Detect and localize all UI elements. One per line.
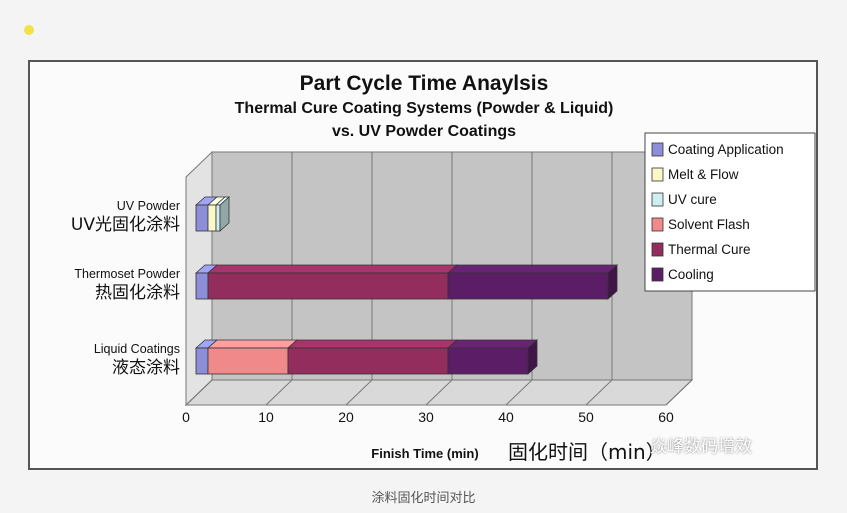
category-label-cn: 热固化涂料 bbox=[95, 283, 180, 303]
gridline-floor bbox=[665, 379, 693, 406]
legend-label: Solvent Flash bbox=[668, 217, 750, 232]
x-tick-label: 50 bbox=[578, 409, 594, 425]
bar-side bbox=[607, 264, 618, 300]
legend-label: UV cure bbox=[668, 192, 717, 207]
legend-label: Thermal Cure bbox=[668, 242, 751, 257]
gridline-floor bbox=[345, 379, 373, 406]
bar-side bbox=[219, 196, 230, 232]
bar-side bbox=[527, 339, 538, 375]
legend-swatch bbox=[651, 242, 664, 257]
bar-segment bbox=[215, 204, 221, 232]
watermark: 焱峰数码增效 bbox=[650, 437, 752, 456]
bar-segment bbox=[195, 204, 209, 232]
bar-top bbox=[446, 339, 539, 349]
bar-segment bbox=[207, 272, 449, 300]
legend-swatch bbox=[651, 217, 664, 232]
legend-swatch bbox=[651, 167, 664, 182]
bar-segment bbox=[447, 272, 609, 300]
bar-segment bbox=[447, 347, 529, 375]
legend-swatch bbox=[651, 267, 664, 282]
image-caption: 涂料固化时间对比 bbox=[371, 490, 476, 505]
x-tick-label: 20 bbox=[338, 409, 354, 425]
chart-subtitle-2: vs. UV Powder Coatings bbox=[332, 123, 516, 140]
bar-segment bbox=[195, 347, 209, 375]
legend: Coating Application Melt & Flow UV cure Sol… bbox=[644, 132, 816, 292]
chart-title: Part Cycle Time Anaylsis bbox=[300, 72, 549, 95]
category-label: Thermoset Powder bbox=[74, 267, 180, 281]
legend-swatch bbox=[651, 142, 664, 157]
category-label-cn: 液态涂料 bbox=[112, 358, 180, 378]
gridline-floor bbox=[585, 379, 613, 406]
bar-segment bbox=[207, 347, 289, 375]
x-axis-label: Finish Time (min) bbox=[371, 446, 478, 461]
legend-label: Coating Application bbox=[668, 142, 784, 157]
bar-top bbox=[286, 339, 459, 349]
x-tick-label: 60 bbox=[658, 409, 674, 425]
legend-label: Melt & Flow bbox=[668, 167, 739, 182]
category-label: Liquid Coatings bbox=[94, 342, 180, 356]
bar-top bbox=[446, 264, 619, 274]
chart-subtitle-1: Thermal Cure Coating Systems (Powder & L… bbox=[235, 100, 614, 117]
bar-top bbox=[206, 339, 299, 349]
gridline-floor bbox=[505, 379, 533, 406]
x-tick-label: 0 bbox=[182, 409, 190, 425]
x-tick-label: 30 bbox=[418, 409, 434, 425]
gridline-floor bbox=[265, 379, 293, 406]
gridline-floor bbox=[425, 379, 453, 406]
bar-segment bbox=[195, 272, 209, 300]
legend-label: Cooling bbox=[668, 267, 714, 282]
bar-segment bbox=[207, 204, 217, 232]
plot-area: 0 10 20 30 40 50 60 UV Powder UV光固化涂料 Thermoset P… bbox=[71, 150, 694, 425]
gridline-floor bbox=[185, 379, 213, 406]
category-label-cn: UV光固化涂料 bbox=[71, 215, 180, 235]
legend-swatch bbox=[651, 192, 664, 207]
x-tick-label: 40 bbox=[498, 409, 514, 425]
indicator-dot bbox=[24, 25, 34, 35]
bar-top bbox=[206, 264, 459, 274]
category-label: UV Powder bbox=[117, 199, 180, 213]
legend-box bbox=[644, 132, 816, 292]
x-axis-label-cn: 固化时间（min） bbox=[508, 440, 666, 464]
bar-segment bbox=[287, 347, 449, 375]
x-tick-label: 10 bbox=[258, 409, 274, 425]
